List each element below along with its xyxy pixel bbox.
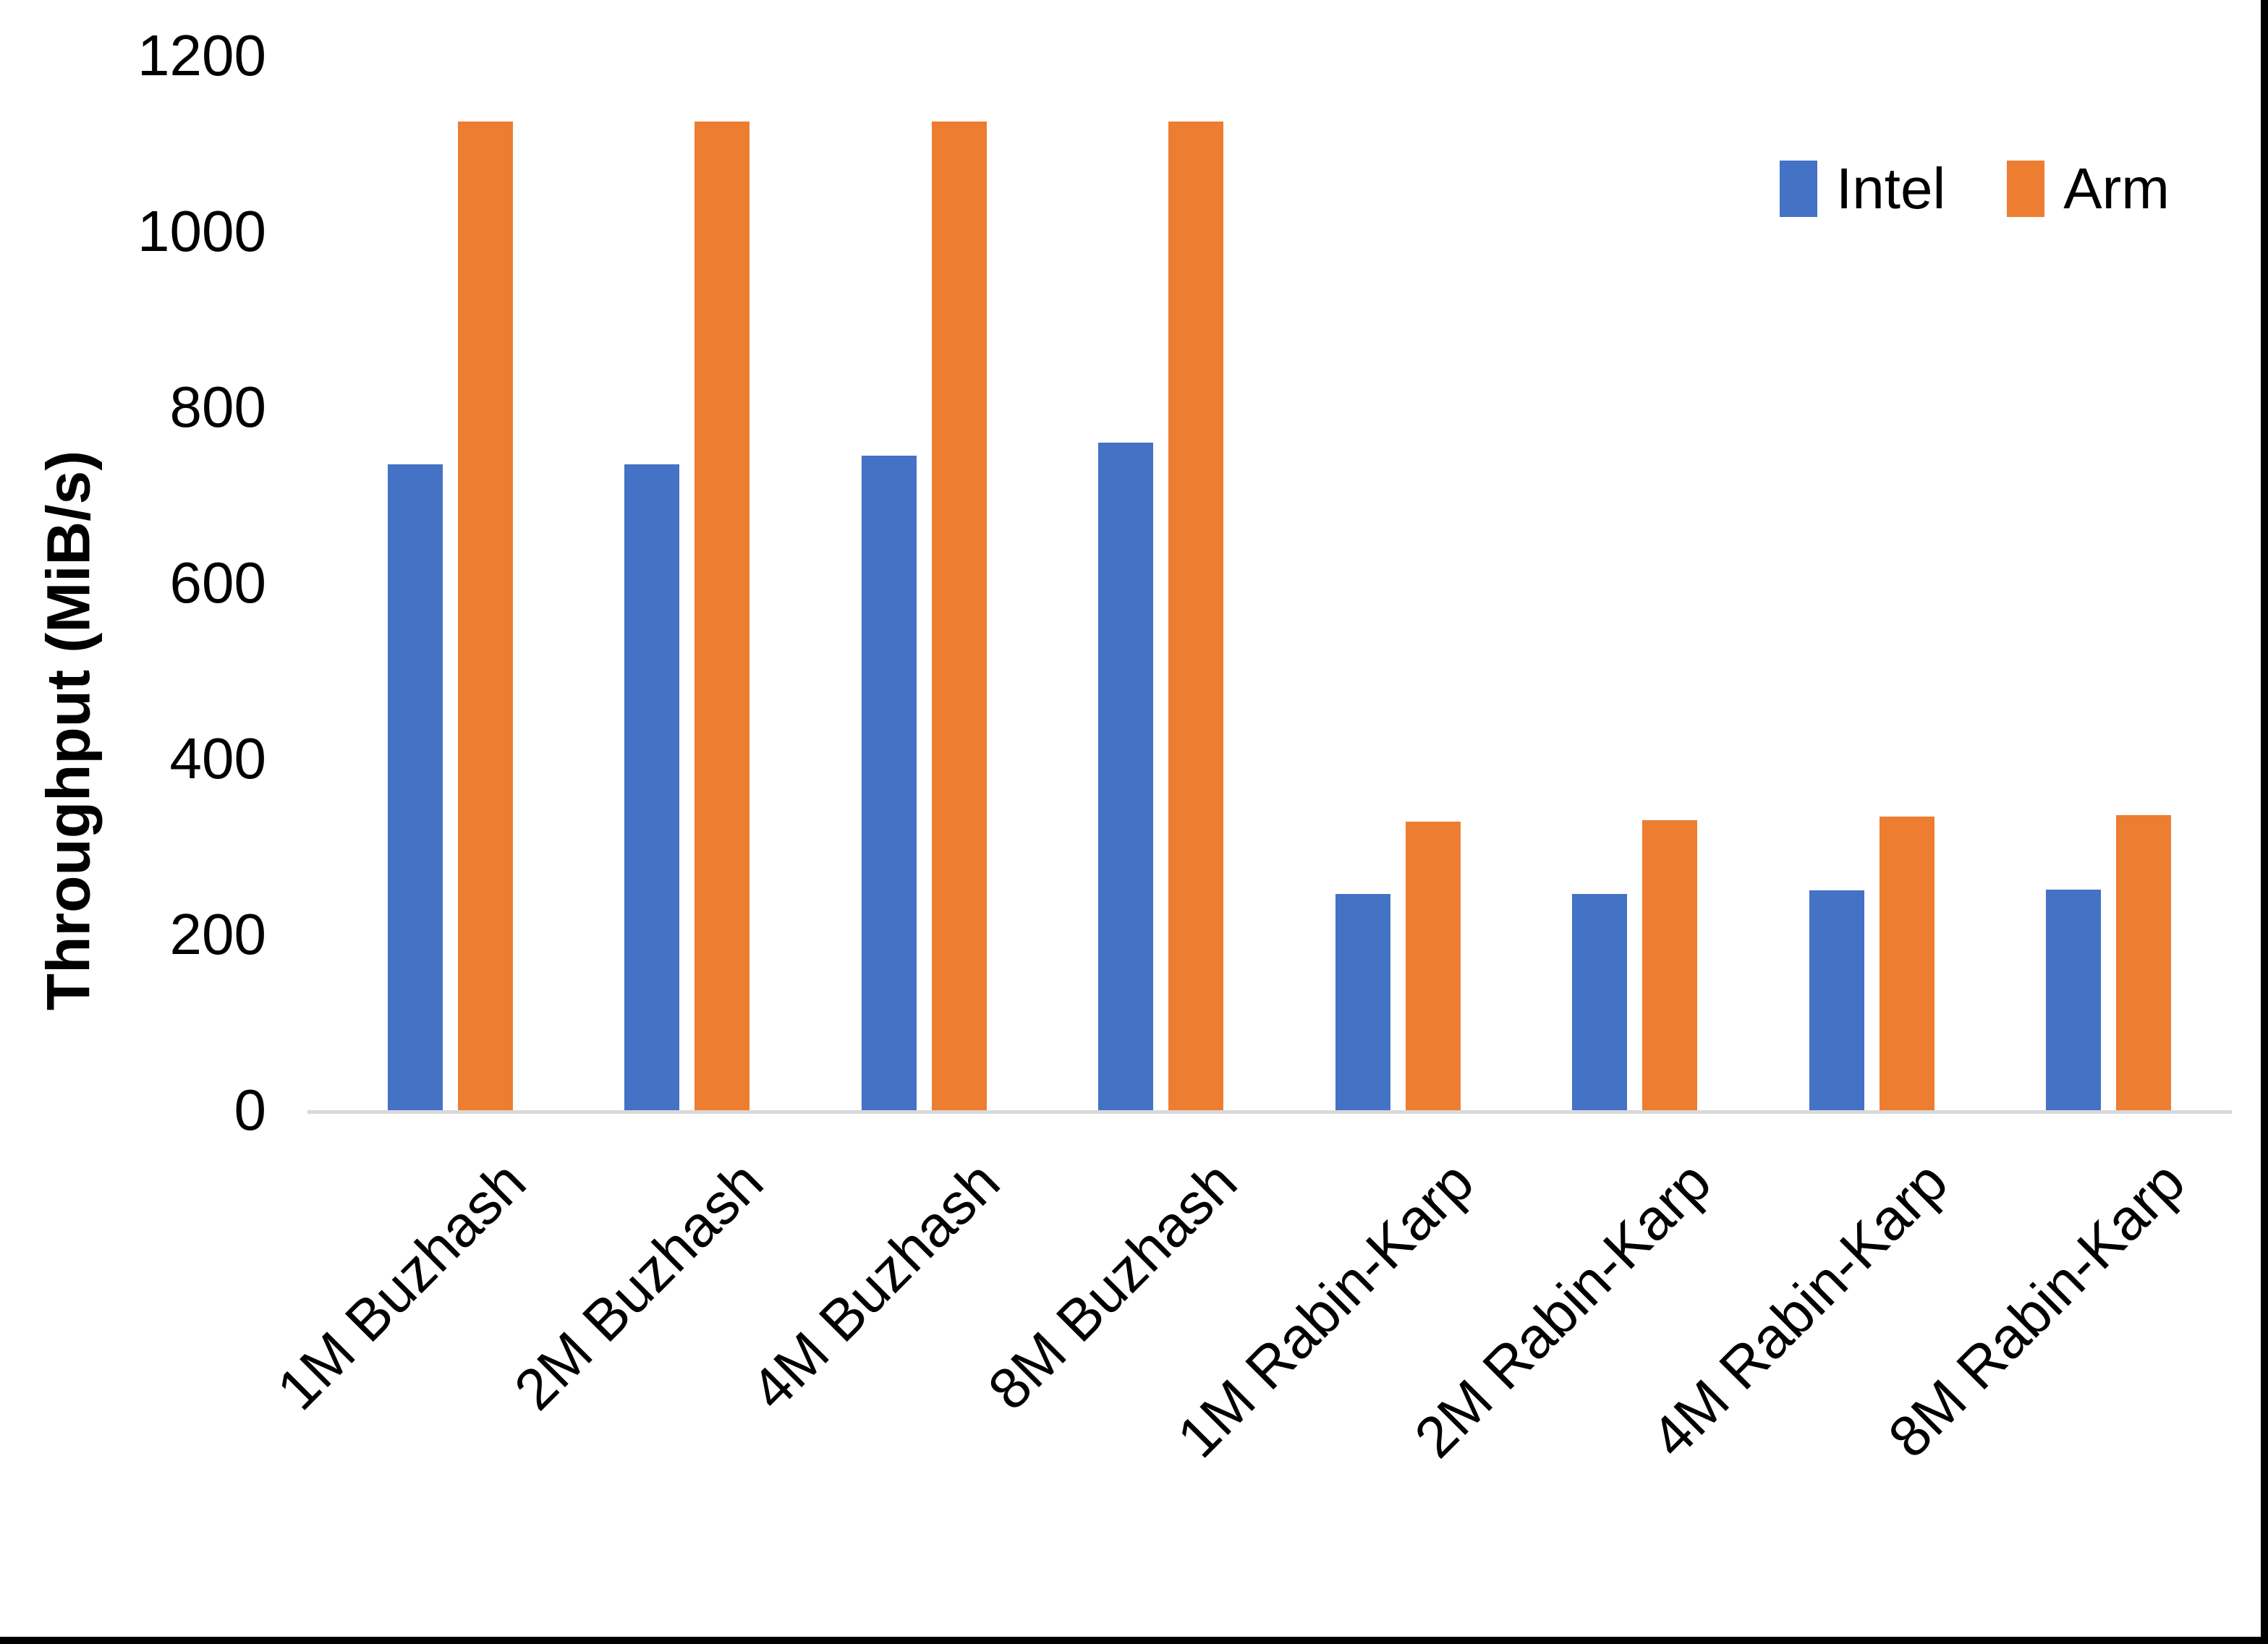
page-border-right (2261, 0, 2268, 1644)
legend-item-intel: Intel (1780, 156, 1946, 221)
bar-intel-4m-rabin-karp (1809, 890, 1864, 1110)
bar-intel-2m-buzhash (624, 464, 680, 1110)
y-tick-label-200: 200 (169, 902, 266, 966)
bar-intel-1m-rabin-karp (1335, 894, 1390, 1110)
intel-series-swatch-icon (1780, 161, 1817, 217)
bar-arm-1m-rabin-karp (1405, 822, 1461, 1110)
x-label-4m-buzhash: 4M Buzhash (739, 1149, 1012, 1423)
y-tick-label-400: 400 (169, 726, 266, 791)
y-tick-label-1000: 1000 (137, 199, 266, 263)
arm-series-swatch-icon (2007, 161, 2045, 217)
bar-arm-8m-buzhash (1168, 122, 1224, 1110)
y-tick-label-0: 0 (234, 1078, 267, 1142)
x-label-2m-buzhash: 2M Buzhash (501, 1149, 776, 1423)
bar-intel-4m-buzhash (861, 455, 917, 1110)
bar-intel-8m-buzhash (1098, 442, 1154, 1110)
legend-item-arm: Arm (2007, 156, 2170, 221)
x-axis-line (307, 1110, 2232, 1114)
bar-arm-4m-rabin-karp (1879, 817, 1934, 1110)
y-axis-title: Throughput (MiB/s) (34, 450, 103, 1011)
y-tick-label-800: 800 (169, 375, 266, 439)
legend: Intel Arm (1780, 156, 2170, 221)
page-border-bottom (0, 1637, 2268, 1644)
bar-arm-8m-rabin-karp (2116, 814, 2172, 1110)
bar-arm-1m-buzhash (457, 122, 513, 1110)
bar-intel-8m-rabin-karp (2046, 890, 2102, 1110)
bar-intel-2m-rabin-karp (1572, 894, 1628, 1110)
bar-arm-2m-rabin-karp (1642, 820, 1698, 1110)
legend-label-arm: Arm (2063, 156, 2170, 221)
legend-label-intel: Intel (1836, 156, 1946, 221)
bar-intel-1m-buzhash (387, 464, 443, 1110)
x-label-1m-buzhash: 1M Buzhash (265, 1149, 538, 1423)
bar-arm-4m-buzhash (931, 122, 987, 1110)
bar-arm-2m-buzhash (695, 122, 750, 1110)
y-tick-label-600: 600 (169, 550, 266, 615)
y-tick-label-1200: 1200 (137, 23, 266, 88)
